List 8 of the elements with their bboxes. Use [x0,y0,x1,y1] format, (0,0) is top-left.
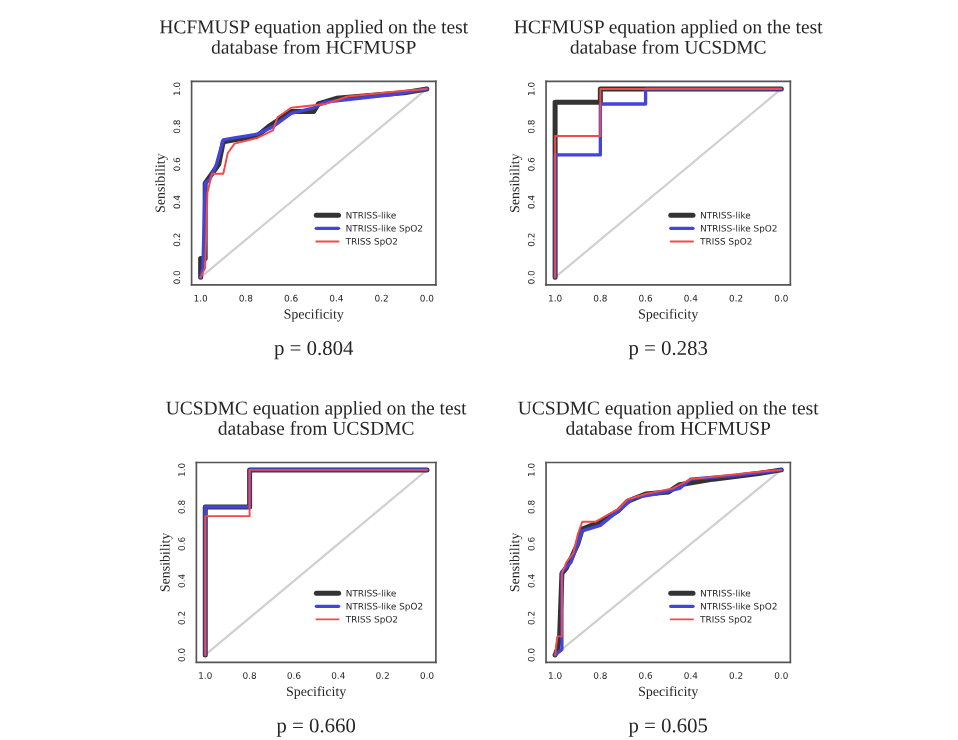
chart-title: HCFMUSP equation applied on the test database from HCFMUSP [159,19,468,54]
text: p = 0.605 [628,718,708,737]
chart-title: UCSDMC equation applied on the test database from HCFMUSP [518,400,819,435]
chart-title: UCSDMC equation applied on the test database from UCSDMC [166,400,467,435]
text: p = 0.283 [628,341,708,360]
chart-title: HCFMUSP equation applied on the test database from UCSDMC [514,19,823,54]
text: p = 0.804 [274,341,354,360]
text: p = 0.660 [276,718,356,737]
